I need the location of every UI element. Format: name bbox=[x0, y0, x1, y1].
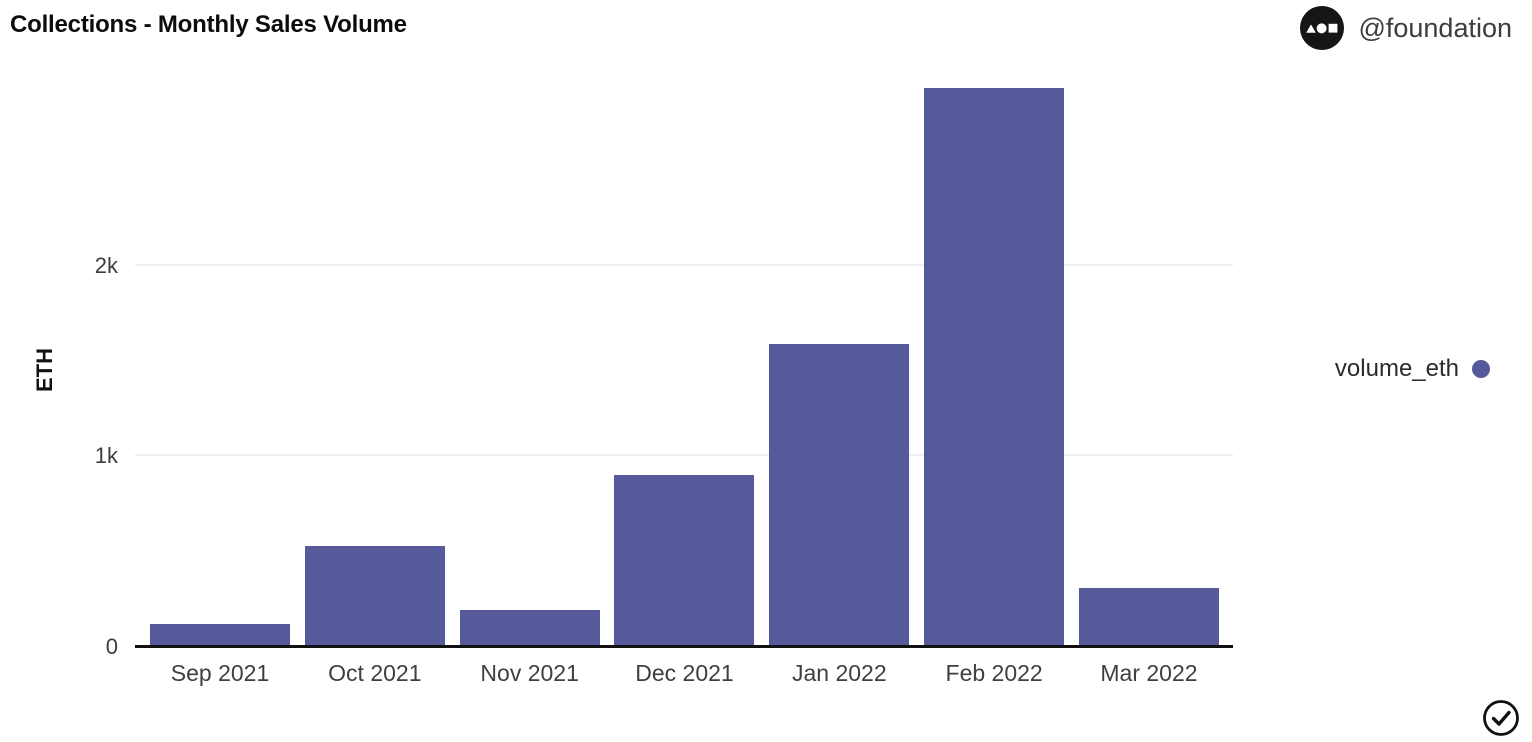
x-axis-labels: Sep 2021 Oct 2021 Nov 2021 Dec 2021 Jan 2022… bbox=[150, 660, 1219, 687]
dune-logo-icon bbox=[1300, 6, 1345, 50]
bar-jan-2022[interactable] bbox=[769, 343, 910, 647]
bar-nov-2021[interactable] bbox=[459, 609, 600, 647]
bar-dec-2021[interactable] bbox=[614, 475, 755, 647]
y-tick-label: 2k bbox=[94, 252, 118, 278]
bar-feb-2022[interactable] bbox=[924, 88, 1065, 647]
x-tick-label: Feb 2022 bbox=[945, 660, 1043, 686]
x-tick-label: Jan 2022 bbox=[791, 660, 887, 686]
y-axis-ticks: 0 1k 2k bbox=[0, 77, 118, 659]
x-tick-label: Nov 2021 bbox=[480, 660, 579, 686]
x-tick-label: Oct 2021 bbox=[328, 660, 422, 686]
plot-area bbox=[135, 77, 1233, 648]
bar-series bbox=[150, 77, 1219, 647]
bar-oct-2021[interactable] bbox=[304, 545, 445, 647]
x-tick-label: Mar 2022 bbox=[1100, 660, 1198, 686]
gridlines bbox=[135, 77, 1233, 647]
x-tick-label: Dec 2021 bbox=[635, 660, 734, 686]
legend-marker-dot bbox=[1472, 360, 1490, 378]
attribution-handle: @foundation bbox=[1358, 12, 1512, 43]
page-title: Collections - Monthly Sales Volume bbox=[10, 11, 407, 38]
x-tick-label: Sep 2021 bbox=[170, 660, 270, 686]
y-tick-label: 1k bbox=[94, 443, 118, 469]
y-tick-label: 0 bbox=[105, 634, 118, 659]
attribution-link[interactable]: @foundation bbox=[1300, 6, 1512, 50]
gridline bbox=[135, 454, 1233, 457]
legend-label: volume_eth bbox=[1334, 355, 1459, 382]
check-circle-icon bbox=[1482, 699, 1520, 737]
x-axis-line bbox=[135, 645, 1233, 648]
bar-sep-2021[interactable] bbox=[150, 624, 290, 647]
gridline bbox=[135, 263, 1233, 266]
legend-item-volume-eth[interactable]: volume_eth bbox=[1335, 355, 1490, 383]
bar-mar-2022[interactable] bbox=[1078, 587, 1219, 647]
